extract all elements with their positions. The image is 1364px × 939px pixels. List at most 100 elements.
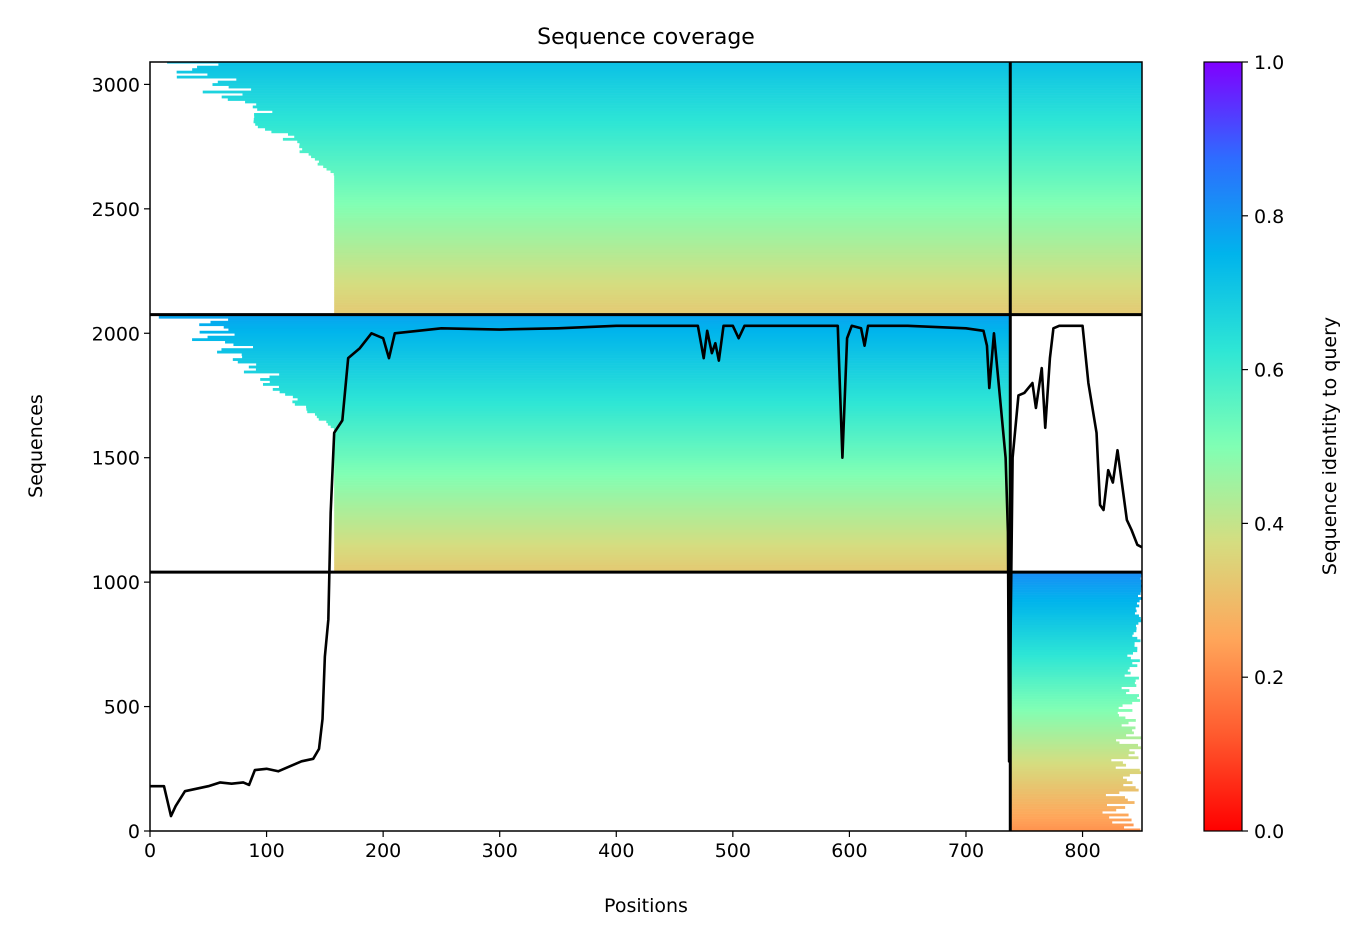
heatmap-band — [272, 110, 1142, 114]
heatmap-band — [221, 95, 1142, 99]
heatmap-band — [334, 564, 1011, 568]
heatmap-band — [334, 207, 1142, 211]
heatmap-band — [334, 244, 1142, 248]
heatmap-band — [318, 417, 1011, 421]
heatmap-band — [285, 392, 1011, 396]
colorbar-tick-label: 0.4 — [1254, 513, 1284, 535]
heatmap-band — [334, 442, 1011, 446]
heatmap-band — [1010, 816, 1110, 819]
heatmap-band — [334, 507, 1011, 511]
colorbar-tick-label: 0.6 — [1254, 360, 1284, 382]
heatmap-band — [334, 522, 1011, 526]
heatmap-band — [271, 130, 1142, 134]
heatmap-band — [1010, 796, 1125, 799]
heatmap-band — [334, 200, 1142, 203]
heatmap-band — [314, 412, 1011, 416]
heatmap-band — [334, 527, 1011, 531]
heatmap-band — [334, 455, 1011, 458]
heatmap-band — [292, 400, 1011, 404]
heatmap-band — [297, 140, 1142, 144]
heatmap-band — [334, 502, 1011, 506]
heatmap-band — [1010, 577, 1141, 580]
colorbar-frame — [1203, 61, 1243, 832]
heatmap-band — [306, 407, 1011, 411]
heatmap-band — [1010, 731, 1134, 735]
heatmap-band — [1010, 826, 1125, 829]
heatmap-band — [334, 217, 1142, 221]
heatmap-band — [217, 80, 1142, 84]
heatmap-band — [278, 385, 1011, 389]
heatmap-band — [1010, 654, 1128, 658]
heatmap-band — [1010, 763, 1127, 767]
heatmap-band — [334, 222, 1142, 226]
heatmap-band — [334, 537, 1011, 541]
heatmap-band — [1010, 619, 1142, 623]
heatmap-band — [265, 127, 1142, 131]
heatmap-band — [207, 73, 1142, 76]
heatmap-band — [334, 467, 1011, 471]
heatmap-band — [237, 360, 1011, 364]
heatmap-band — [221, 348, 1011, 351]
separator-layer — [150, 62, 1142, 831]
heatmap-band — [326, 420, 1011, 424]
heatmap-band — [279, 373, 1011, 376]
heatmap-band — [299, 142, 1142, 146]
heatmap-band — [302, 147, 1142, 151]
heatmap-band — [334, 215, 1142, 218]
heatmap-band — [334, 485, 1011, 488]
heatmap-band — [1010, 748, 1130, 752]
heatmap-band — [334, 242, 1142, 246]
heatmap-band — [1010, 803, 1108, 807]
heatmap-band — [1010, 641, 1135, 645]
heatmap-band — [1010, 741, 1120, 745]
heatmap-band — [253, 120, 1142, 124]
heatmap-band — [334, 187, 1142, 191]
heatmap-band — [334, 247, 1142, 251]
heatmap-band — [1010, 798, 1128, 802]
heatmap-band — [1010, 599, 1140, 603]
heatmap-band — [1010, 719, 1136, 722]
heatmap-band — [1010, 689, 1130, 692]
heatmap-band — [1010, 574, 1142, 578]
heatmap-band — [248, 365, 1011, 369]
heatmap-band — [245, 100, 1142, 104]
heatmap-band — [330, 170, 1142, 174]
heatmap-band — [334, 435, 1011, 439]
heatmap-band — [334, 495, 1011, 498]
heatmap-band — [334, 259, 1142, 263]
heatmap-band — [334, 457, 1011, 461]
heatmap-band — [334, 487, 1011, 491]
heatmap-band — [233, 343, 1011, 347]
heatmap-band — [1010, 651, 1133, 655]
heatmap-band — [252, 105, 1142, 109]
heatmap-band — [1010, 776, 1124, 780]
heatmap-band — [334, 284, 1142, 288]
heatmap-band — [334, 254, 1142, 258]
heatmap-band — [334, 202, 1142, 206]
heatmap-band — [1010, 723, 1122, 727]
heatmap-band — [251, 88, 1142, 91]
x-tick-label: 600 — [831, 840, 867, 862]
heatmap-band — [334, 465, 1011, 468]
heatmap-band — [1010, 694, 1139, 697]
heatmap-band — [334, 304, 1142, 308]
heatmap-band — [1010, 753, 1129, 757]
heatmap-band — [334, 249, 1142, 253]
heatmap-band — [1010, 679, 1136, 682]
x-tick-label: 700 — [948, 840, 984, 862]
heatmap-band — [334, 512, 1011, 516]
heatmap-band — [334, 307, 1142, 310]
heatmap-band — [330, 425, 1011, 429]
heatmap-band — [1010, 783, 1124, 787]
heatmap-band — [1010, 594, 1139, 598]
heatmap-band — [334, 440, 1011, 444]
heatmap-band — [334, 549, 1011, 553]
heatmap-band — [334, 264, 1142, 268]
heatmap-band — [262, 383, 1011, 386]
heatmap-band — [269, 375, 1011, 379]
heatmap-band — [1010, 604, 1140, 608]
heatmap-band — [334, 175, 1142, 179]
heatmap-band — [334, 554, 1011, 558]
heatmap-band — [334, 542, 1011, 546]
x-tick-label: 400 — [598, 840, 634, 862]
